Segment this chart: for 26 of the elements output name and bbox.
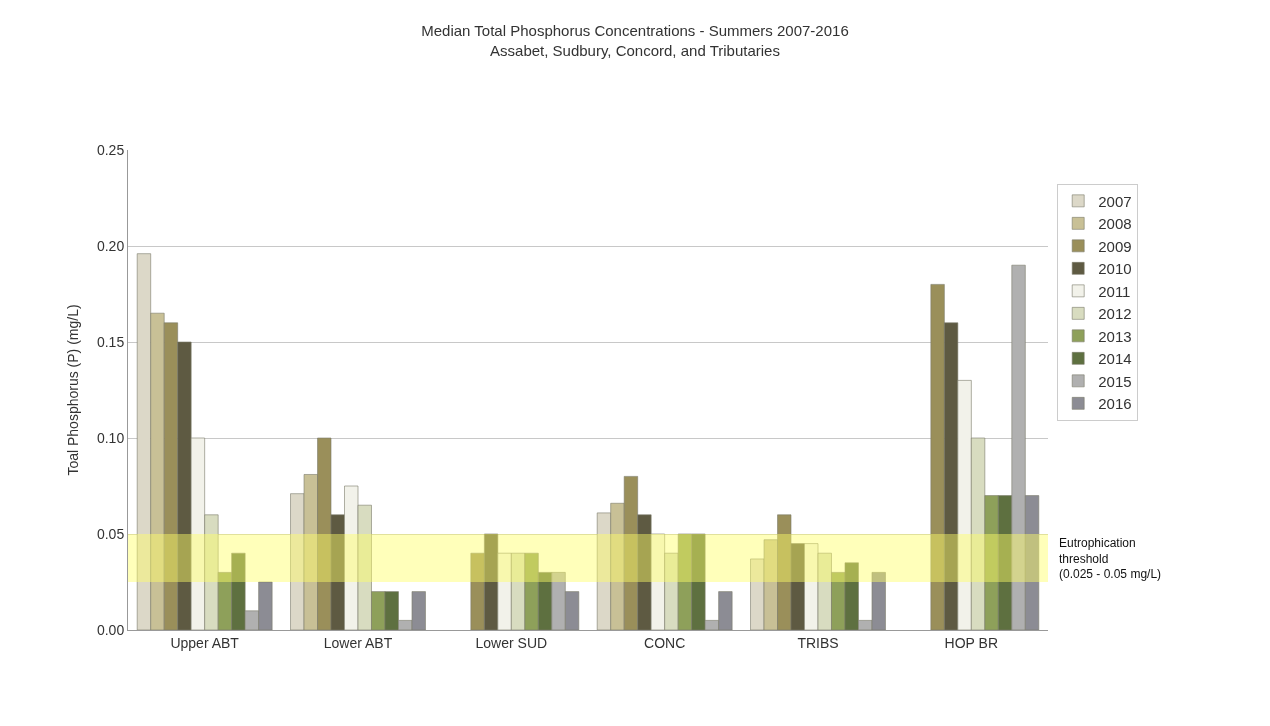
legend-label: 2009 (1098, 237, 1132, 255)
y-tick-label: 0.25 (96, 141, 125, 158)
legend-label: 2007 (1098, 192, 1132, 210)
legend-label: 2010 (1098, 260, 1132, 278)
y-tick-label: 0.00 (96, 621, 125, 638)
x-tick-label: Lower ABT (323, 634, 393, 651)
chart-subtitle: Assabet, Sudbury, Concord, and Tributaries (490, 41, 780, 59)
x-tick-label: Upper ABT (170, 634, 240, 651)
x-tick-label: TRIBS (797, 634, 839, 651)
legend-label: 2013 (1098, 327, 1132, 345)
legend-label: 2008 (1098, 215, 1132, 233)
y-axis-title: Toal Phosphorus (P) (mg/L) (64, 304, 81, 476)
legend-label: 2015 (1098, 372, 1132, 390)
x-tick-label: Lower SUD (475, 634, 548, 651)
legend-label: 2016 (1098, 395, 1132, 413)
y-tick-label: 0.10 (96, 429, 125, 446)
band-label: Eutrophication threshold (0.025 - 0.05 mg/L) (1059, 536, 1162, 582)
x-tick-label: CONC (644, 634, 686, 651)
y-tick-label: 0.05 (96, 525, 125, 542)
y-tick-label: 0.20 (96, 237, 125, 254)
legend-label: 2012 (1098, 305, 1132, 323)
legend-label: 2011 (1098, 282, 1131, 300)
y-tick-label: 0.15 (96, 333, 125, 350)
x-tick-label: HOP BR (944, 634, 999, 651)
legend-label: 2014 (1098, 350, 1132, 368)
chart-title: Median Total Phosphorus Concentrations - Summers 2007-2016 (421, 22, 849, 40)
